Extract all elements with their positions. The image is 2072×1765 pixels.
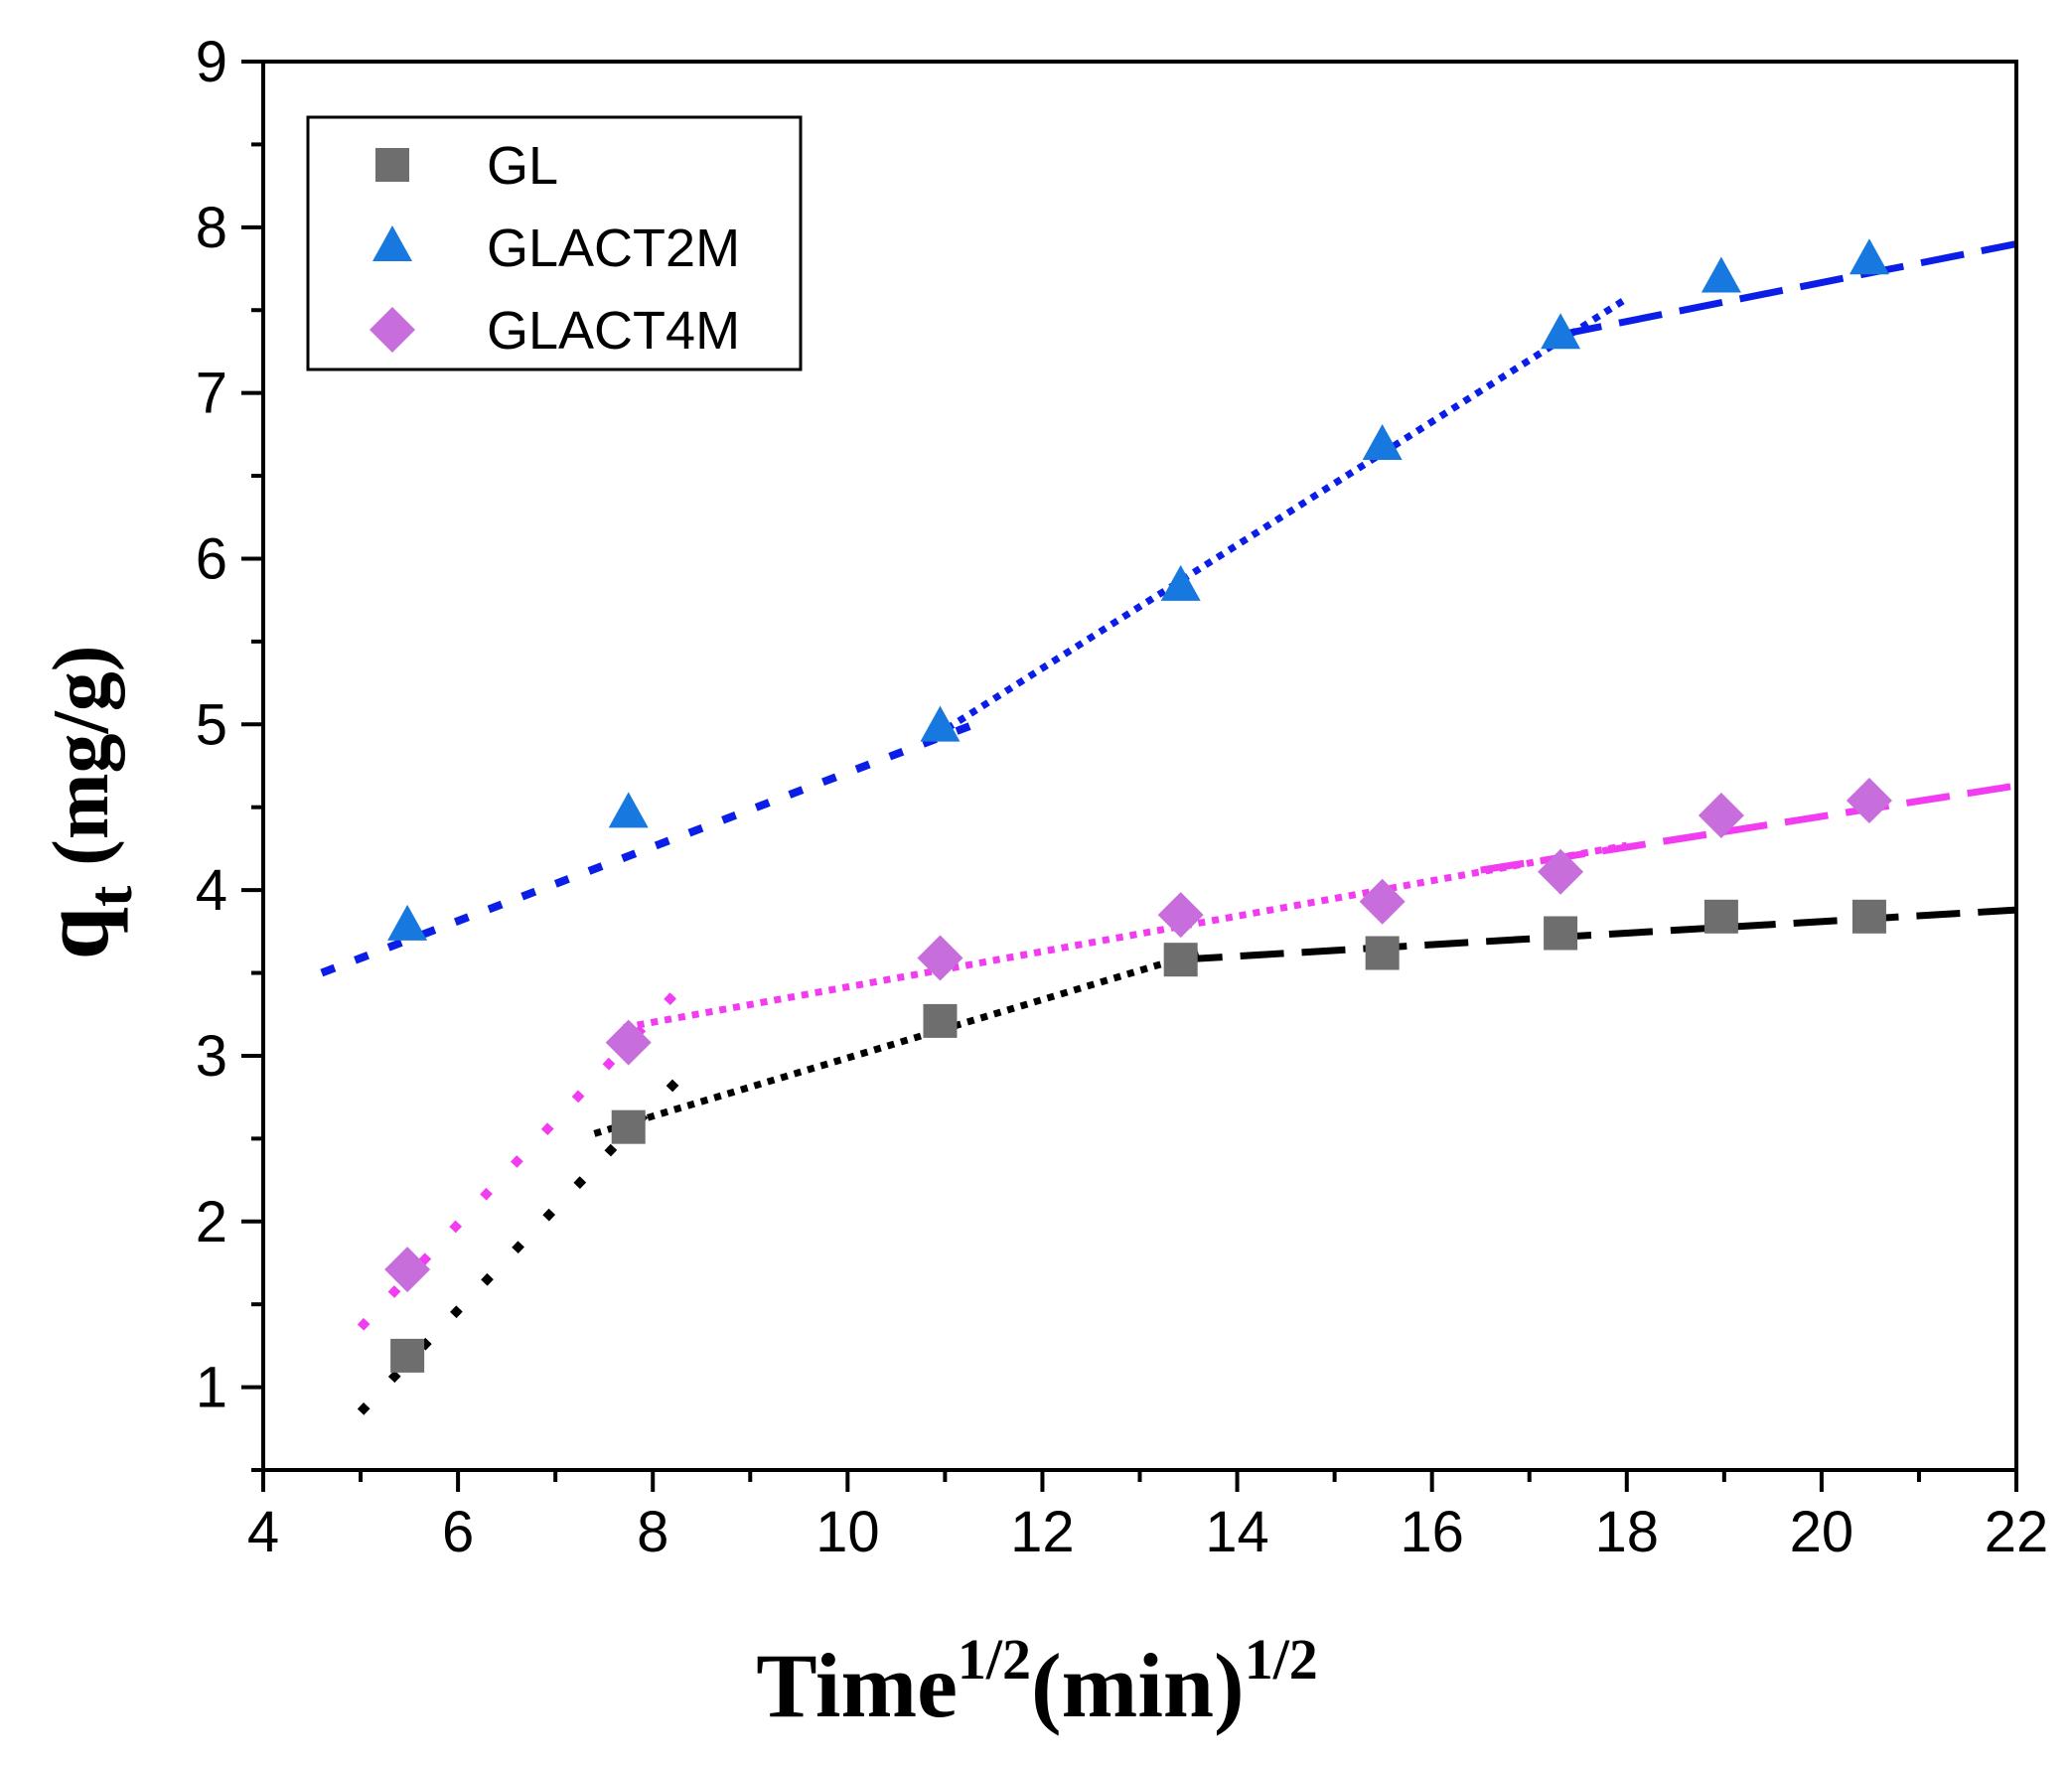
legend-symbol-gl [375, 148, 409, 182]
fit-line-glact2m-stage2 [933, 295, 1629, 739]
point-gl [923, 1003, 958, 1038]
y-tick-label: 1 [196, 1356, 227, 1420]
y-tick-label: 8 [196, 196, 227, 260]
point-glact4m [1698, 793, 1744, 839]
point-glact2m [1362, 424, 1403, 461]
point-gl [1851, 899, 1886, 934]
fit-line-glact4m-stage3 [1480, 782, 2017, 874]
point-gl [611, 1109, 646, 1144]
point-glact4m [1538, 848, 1584, 895]
legend-label-glact4m: GLACT4M [487, 301, 740, 361]
x-tick-label: 22 [1985, 1500, 2049, 1564]
point-gl [1544, 916, 1578, 951]
point-glact4m [1846, 778, 1892, 824]
y-tick-label: 3 [196, 1024, 227, 1089]
point-glact2m [608, 792, 649, 828]
y-tick-label: 7 [196, 362, 227, 426]
point-gl [1163, 943, 1198, 977]
fit-line-glact2m-stage3 [1557, 240, 2017, 339]
point-glact2m [1849, 238, 1889, 275]
y-tick-label: 2 [196, 1190, 227, 1254]
x-tick-label: 16 [1400, 1500, 1464, 1564]
point-glact2m [1701, 256, 1741, 293]
x-tick-label: 8 [637, 1500, 668, 1564]
legend-symbol-glact2m [372, 225, 412, 261]
x-tick-label: 14 [1205, 1500, 1269, 1564]
point-glact4m [1359, 878, 1406, 925]
point-glact2m [1541, 313, 1581, 350]
y-tick-label: 4 [196, 858, 227, 923]
data-markers [384, 238, 1892, 1373]
point-glact2m [387, 904, 428, 941]
x-tick-label: 4 [247, 1500, 279, 1564]
point-glact4m [605, 1019, 652, 1066]
y-axis-title: qt (mg/g) [22, 646, 145, 960]
point-gl [1703, 899, 1738, 934]
y-axis-title-sub: t [74, 885, 145, 907]
y-axis-title-unit: (mg/g) [38, 646, 125, 886]
x-tick-label: 10 [815, 1500, 880, 1564]
x-axis-title-main: Time [756, 1635, 958, 1736]
point-glact2m [1160, 564, 1201, 601]
y-tick-label: 6 [196, 526, 227, 591]
y-axis-title-main: q [22, 907, 128, 959]
legend: GL GLACT2M GLACT4M [306, 115, 803, 371]
point-glact4m [917, 935, 963, 981]
legend-label-gl: GL [487, 136, 558, 196]
x-axis-title-sup2: 1/2 [1245, 1627, 1318, 1691]
point-gl [390, 1338, 425, 1373]
point-glact4m [1157, 892, 1204, 939]
x-axis-title-unit: (min) [1031, 1635, 1245, 1736]
fit-lines [320, 240, 2017, 1415]
fit-line-glact4m-stage2 [623, 841, 1628, 1032]
legend-symbols [370, 148, 415, 353]
legend-label-glact2m: GLACT2M [487, 219, 740, 278]
x-axis-title: Time1/2(min)1/2 [756, 1627, 1318, 1736]
point-glact2m [920, 705, 961, 742]
y-tick-label: 5 [196, 692, 227, 757]
x-tick-label: 6 [442, 1500, 474, 1564]
point-gl [1365, 936, 1400, 970]
x-tick-label: 12 [1010, 1500, 1075, 1564]
x-tick-label: 20 [1790, 1500, 1854, 1564]
x-tick-label: 18 [1595, 1500, 1660, 1564]
legend-symbol-glact4m [370, 307, 415, 353]
x-axis-title-sup1: 1/2 [958, 1627, 1031, 1691]
y-tick-label: 9 [196, 30, 227, 94]
point-glact4m [384, 1247, 431, 1293]
fit-line-glact2m-stage1 [320, 720, 976, 977]
